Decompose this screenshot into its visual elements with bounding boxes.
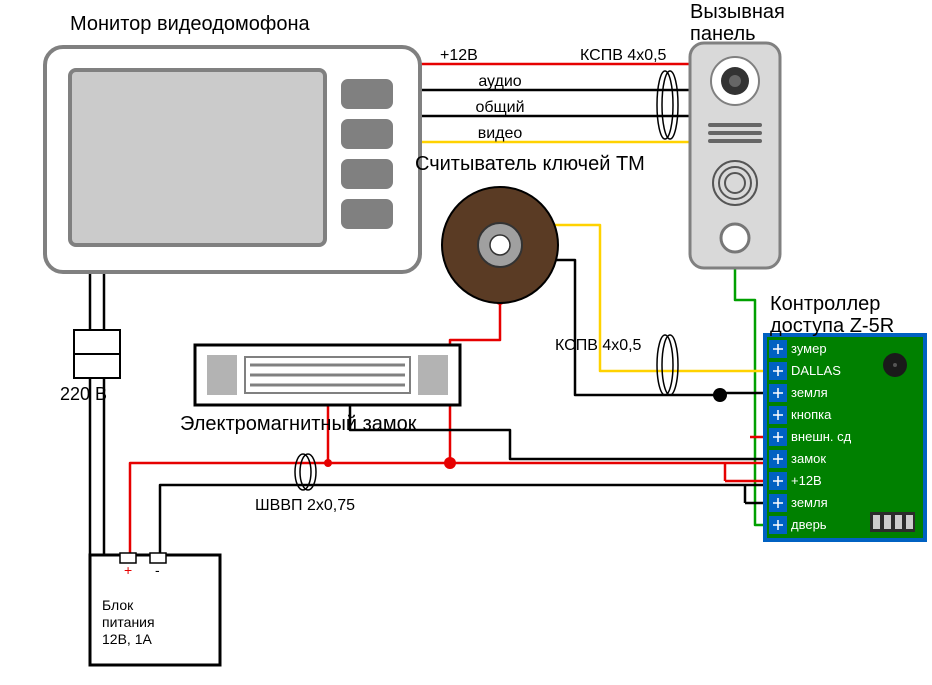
speaker-bar-0 [708,123,762,127]
terminal-label-8: дверь [791,517,827,532]
camera-lens-inner [729,75,741,87]
cable-label-mid: КСПВ 4х0,5 [555,337,642,354]
node-red-2 [324,459,332,467]
psu-line3: 12В, 1А [102,631,152,647]
mains-connector2 [74,354,120,378]
maglock-title: Электромагнитный замок [180,413,417,435]
speaker-bar-2 [708,139,762,143]
reader-title: Считыватель ключей ТМ [415,153,645,175]
dip-2 [895,515,902,529]
dip-3 [906,515,913,529]
mains-label: 220 В [60,384,107,404]
monitor-button-0 [342,80,392,108]
terminal-label-1: DALLAS [791,363,841,378]
terminal-label-6: +12В [791,473,822,488]
terminal-label-3: кнопка [791,407,832,422]
terminal-label-2: земля [791,385,828,400]
speaker-bar-1 [708,131,762,135]
terminal-label-0: зумер [791,341,827,356]
psu-minus-sign: - [155,562,160,578]
maglock-cap-l [207,355,237,395]
terminal-label-7: земля [791,495,828,510]
call-button [721,224,749,252]
tm-reader-hole [490,235,510,255]
psu-line1: Блок [102,597,134,613]
monitor-button-3 [342,200,392,228]
wire-label-12v: +12В [440,47,478,64]
wire-label-video: видео [478,125,523,142]
call-panel-title: Вызывнаяпанель [690,1,785,45]
monitor-button-1 [342,120,392,148]
dip-0 [873,515,880,529]
mains-connector [74,330,120,354]
monitor-button-2 [342,160,392,188]
dip-1 [884,515,891,529]
controller-title: Контроллердоступа Z-5R [770,293,894,337]
buzzer-hole [893,363,897,367]
wire-psu-plus [130,463,768,556]
psu-plus-sign: + [124,562,132,578]
psu-line2: питания [102,614,155,630]
node-black-1 [713,388,727,402]
monitor-title: Монитор видеодомофона [70,13,311,35]
cable-label-top: КСПВ 4х0,5 [580,47,667,64]
maglock-cap-r [418,355,448,395]
wire-label-common: общий [475,99,524,116]
wire-psu-minus [160,485,768,556]
cable-label-bottom: ШВВП 2х0,75 [255,497,355,514]
wire-label-audio: аудио [478,73,521,90]
monitor-screen [70,70,325,245]
terminal-label-5: замок [791,451,826,466]
node-red-1 [444,457,456,469]
terminal-label-4: внешн. сд [791,429,852,444]
